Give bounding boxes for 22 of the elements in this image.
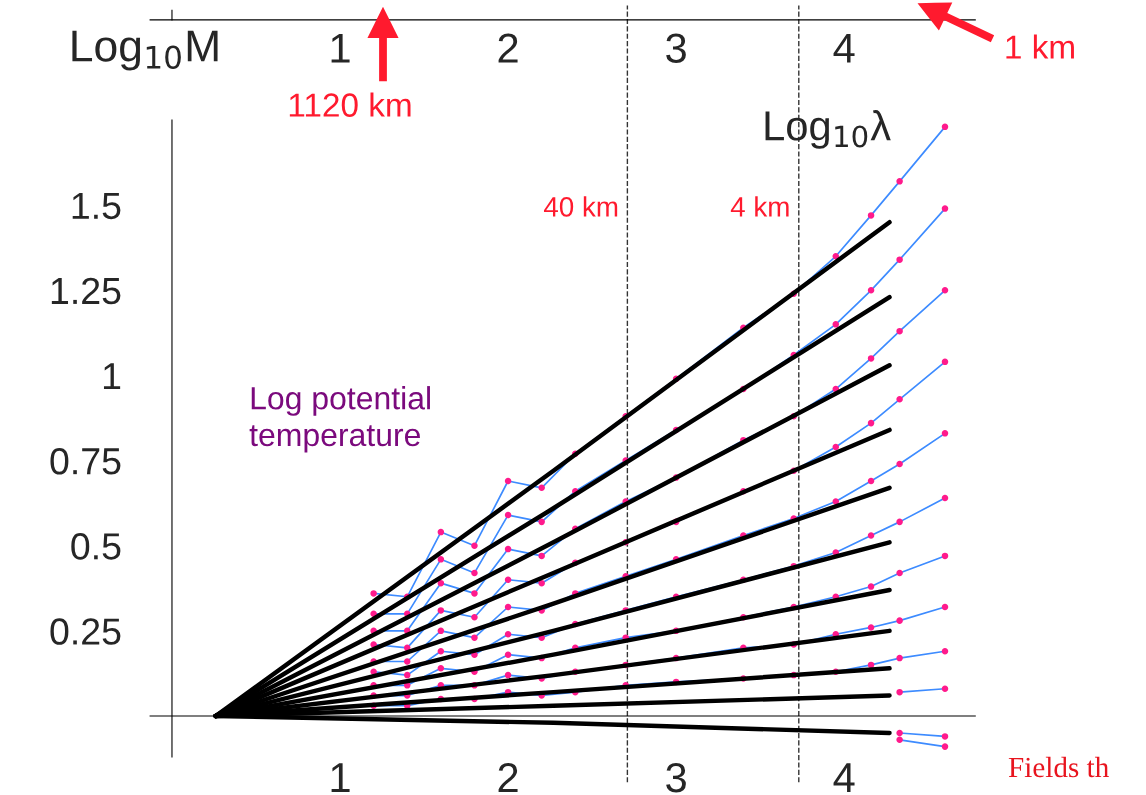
x-axis-title: Log$_{10}$λ [765,110,891,149]
y-tick-label: 0.25 [50,618,121,645]
ref-line-label: 4 km [730,196,789,217]
annotation: Log potential temperature [249,386,430,453]
text: Fields th [1008,756,1109,778]
text: 1 km [1006,34,1074,59]
y-tick-label: 1.25 [51,277,121,305]
x2-axis-title: Log$_{10}$M [72,30,218,71]
text: 1120 km [289,92,411,117]
x-tick-label: 2 [498,762,518,792]
ref-line-label: 40 km [543,196,618,217]
y-tick-label: 1 [103,363,121,390]
y-tick-label: 0.5 [71,533,121,560]
x2-tick-label: 1 [331,33,350,63]
x2-tick-label: 3 [666,33,686,63]
x2-tick-label: 2 [498,33,518,63]
y-tick-label: 0.75 [50,447,121,475]
x-tick-label: 3 [666,762,686,793]
y-tick-label: 1.5 [72,192,121,220]
x2-tick-label: 4 [833,33,855,63]
x-tick-label: 1 [331,763,350,792]
x-tick-label: 4 [833,763,855,792]
